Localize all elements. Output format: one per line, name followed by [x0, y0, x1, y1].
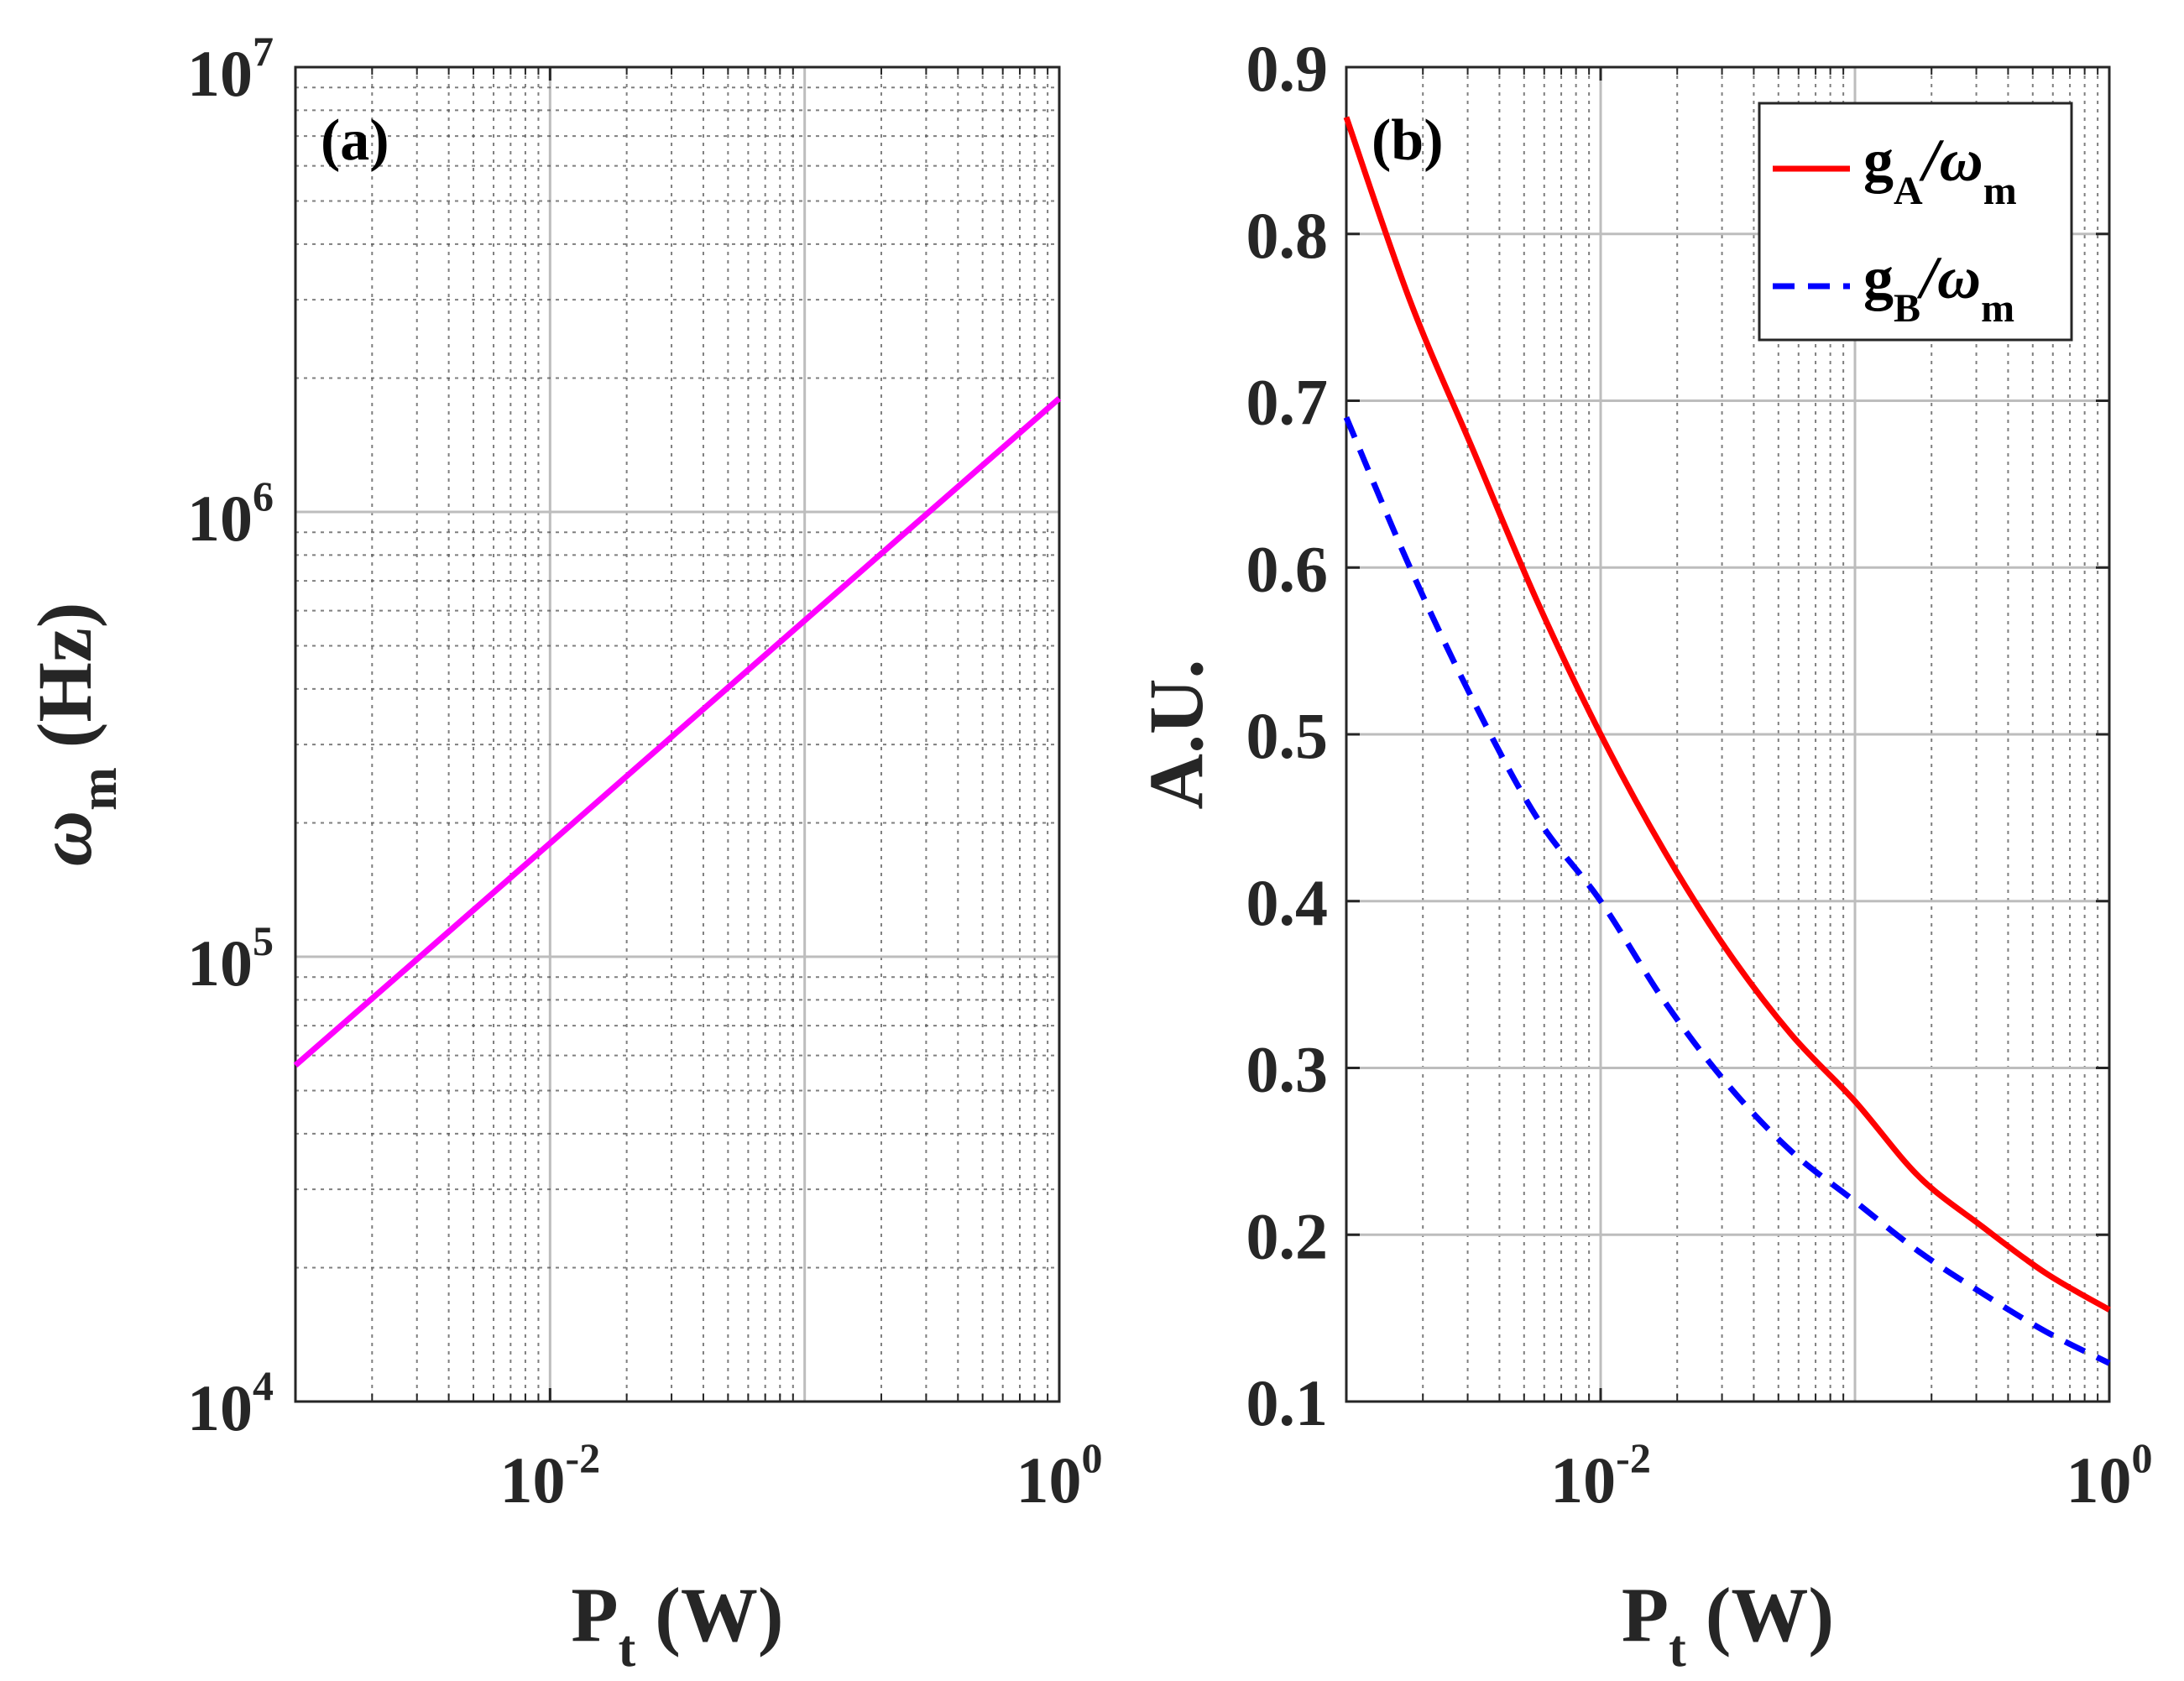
legend-label-main: g: [1863, 127, 1894, 194]
tick-marks: [371, 67, 1061, 1402]
legend-label-subscript2: m: [1981, 286, 2014, 331]
x-axis-label-main: P: [571, 1572, 618, 1658]
x-tick-label: 10-2: [500, 1434, 601, 1517]
legend-label-subscript: B: [1894, 286, 1920, 331]
y-tick-exponent: 5: [253, 917, 274, 964]
axes-box: [294, 65, 1061, 1403]
y-tick-exponent: 6: [253, 472, 274, 519]
y-tick-exponent: 4: [253, 1362, 274, 1409]
legend-label-subscript2: m: [1983, 169, 2017, 213]
series-line-m: [293, 396, 1062, 1068]
y-tick-label: 0.6: [1246, 532, 1329, 605]
x-tick-base: 10: [500, 1443, 566, 1517]
series-line-gbm: [1343, 416, 2111, 1366]
y-axis-label-unit: (Hz): [22, 603, 107, 768]
panel-label: (a): [321, 108, 389, 173]
y-tick-base: 10: [187, 1371, 253, 1444]
x-axis-label-subscript: t: [619, 1621, 636, 1678]
y-tick-label: 0.9: [1246, 32, 1329, 105]
x-tick-exponent: 0: [2132, 1434, 2153, 1481]
x-tick-base: 10: [2066, 1443, 2132, 1517]
y-tick-label: 0.5: [1246, 699, 1329, 772]
x-tick-exponent: -2: [566, 1434, 601, 1481]
y-tick-label: 0.2: [1246, 1199, 1329, 1272]
legend-entry-label: gB/ωm: [1863, 244, 2014, 331]
x-tick-exponent: 0: [1082, 1434, 1103, 1481]
y-tick-label: 0.4: [1246, 866, 1329, 939]
x-tick-label: 10-2: [1550, 1434, 1651, 1517]
x-tick-exponent: -2: [1616, 1434, 1651, 1481]
y-tick-label: 106: [187, 472, 274, 555]
x-tick-label: 100: [1016, 1434, 1103, 1517]
y-tick-base: 10: [187, 482, 253, 555]
y-tick-exponent: 7: [253, 28, 274, 75]
y-axis-label-main: A.U.: [1133, 660, 1219, 810]
legend-label-rest: /ω: [1916, 244, 1981, 311]
y-tick-label: 104: [187, 1362, 274, 1444]
legend-label-main: g: [1863, 244, 1894, 311]
y-axis-label-main: ω: [22, 811, 107, 867]
x-tick-base: 10: [1016, 1443, 1082, 1517]
series-line-gam: [1343, 116, 2111, 1313]
x-axis-label: Pt (W): [1622, 1572, 1834, 1678]
y-axis-label-subscript: m: [71, 767, 128, 811]
tick-marks: [1346, 65, 2111, 1403]
y-tick-base: 10: [187, 927, 253, 1000]
panel-label: (b): [1372, 108, 1444, 173]
y-axis-label: A.U.: [1133, 660, 1219, 810]
x-axis-label-unit: (W): [1686, 1572, 1834, 1658]
y-tick-label: 107: [187, 28, 274, 110]
y-axis-label: ωm (Hz): [22, 603, 128, 867]
y-tick-label: 0.7: [1246, 366, 1329, 439]
legend-box: [1758, 102, 2073, 342]
x-axis-label: Pt (W): [571, 1572, 783, 1678]
y-tick-base: 10: [187, 37, 253, 110]
y-tick-label: 0.3: [1246, 1033, 1329, 1106]
x-axis-label-main: P: [1622, 1572, 1669, 1658]
y-tick-label: 0.1: [1246, 1366, 1329, 1439]
x-tick-base: 10: [1550, 1443, 1616, 1517]
grid: [295, 67, 1059, 1402]
x-axis-label-unit: (W): [635, 1572, 783, 1658]
legend-label-subscript: A: [1894, 169, 1923, 213]
y-tick-label: 0.8: [1246, 199, 1329, 272]
legend-entry-label: gA/ωm: [1863, 127, 2017, 213]
x-axis-label-subscript: t: [1669, 1621, 1686, 1678]
y-tick-label: 105: [187, 917, 274, 1000]
legend-label-rest: /ω: [1919, 127, 1983, 194]
x-tick-label: 100: [2066, 1434, 2153, 1517]
